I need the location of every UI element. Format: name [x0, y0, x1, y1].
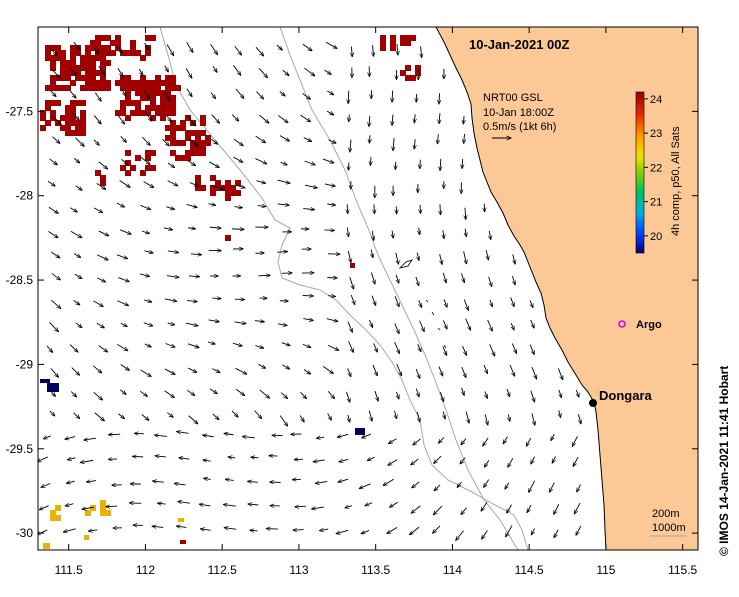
dongara-label: Dongara — [599, 388, 653, 403]
latitude-tick-labels: -27.5 -28 -28.5 -29 -29.5 -30 — [6, 104, 34, 540]
lat-tick-label: -28.5 — [6, 273, 34, 287]
lat-tick-label: -29 — [16, 357, 34, 371]
product-line-2: 10-Jan 18:00Z — [483, 107, 554, 119]
lat-tick-label: -30 — [16, 526, 34, 540]
product-line-1: NRT00 GSL — [483, 92, 543, 104]
map-title: 10-Jan-2021 00Z — [469, 37, 570, 52]
product-line-3: 0.5m/s (1kt 6h) — [483, 121, 556, 133]
lon-tick-label: 112.5 — [208, 563, 237, 577]
colorbar-label: 4h comp, p50, All Sats — [670, 126, 682, 236]
longitude-tick-labels: 111.5 112 112.5 113 113.5 114 114.5 115 115.5 — [55, 563, 698, 577]
isobath-legend-1000m: 1000m — [652, 522, 686, 534]
lon-tick-label: 115 — [596, 563, 615, 577]
colorbar-tick-label: 22 — [650, 162, 662, 174]
credit-text: © IMOS 14-Jan-2021 11:41 Hobart — [717, 366, 731, 556]
colorbar-tick-label: 23 — [650, 128, 662, 140]
lon-tick-label: 112 — [136, 563, 155, 577]
lon-tick-label: 114.5 — [515, 563, 544, 577]
lon-tick-label: 114 — [443, 563, 462, 577]
colorbar-tick-label: 20 — [650, 231, 662, 243]
isobath-legend-200m: 200m — [652, 508, 680, 520]
lat-tick-label: -28 — [16, 189, 34, 203]
dongara-marker — [589, 399, 597, 407]
lat-tick-label: -27.5 — [6, 104, 34, 118]
colorbar — [636, 92, 644, 253]
argo-label: Argo — [636, 319, 662, 331]
lon-tick-label: 115.5 — [668, 563, 697, 577]
colorbar-tick-label: 21 — [650, 197, 662, 209]
colorbar-tick-label: 24 — [650, 94, 662, 106]
lon-tick-label: 113.5 — [361, 563, 390, 577]
lon-tick-label: 113 — [289, 563, 308, 577]
lon-tick-label: 111.5 — [55, 563, 84, 577]
lat-tick-label: -29.5 — [6, 442, 34, 456]
